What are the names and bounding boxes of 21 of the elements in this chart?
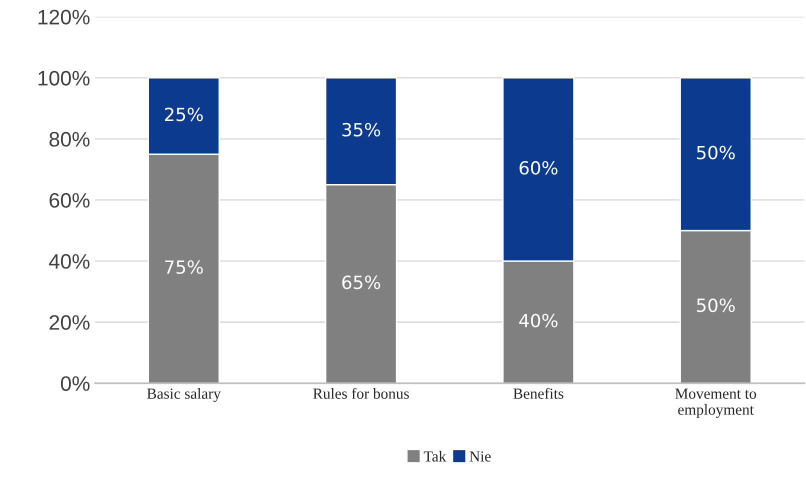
y-tick-label: 60% [50, 192, 90, 208]
y-tick-label: 0% [60, 376, 90, 391]
data-label: 40% [519, 314, 558, 328]
data-label: 25% [165, 108, 203, 122]
data-label: 50% [697, 146, 735, 160]
y-tick-label: 20% [50, 315, 90, 330]
y-tick-label: 40% [49, 254, 90, 269]
data-label: 65% [342, 276, 380, 290]
y-tick-label: 80% [49, 132, 90, 147]
x-tick-label: Benefits [513, 388, 564, 399]
data-label: 60% [520, 161, 558, 175]
x-tick-label: Rules for bonus [313, 388, 409, 399]
data-label: 75% [165, 260, 203, 274]
y-tick-label: 100% [38, 70, 90, 86]
legend-label: Nie [470, 451, 491, 462]
y-tick-label: 120% [38, 10, 90, 25]
x-tick-label: Movement to employment [675, 388, 756, 418]
data-label: 50% [697, 298, 735, 312]
legend-label: Tak [424, 450, 446, 462]
x-tick-label: Basic salary [147, 388, 221, 402]
data-label: 35% [342, 122, 380, 137]
